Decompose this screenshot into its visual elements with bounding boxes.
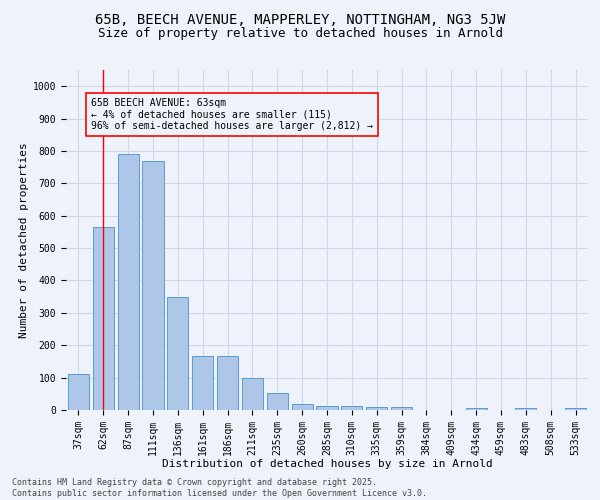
Bar <box>217 356 238 410</box>
Y-axis label: Number of detached properties: Number of detached properties <box>19 142 29 338</box>
Bar <box>242 378 263 410</box>
Bar <box>68 374 89 410</box>
Bar <box>565 408 586 410</box>
Text: Size of property relative to detached houses in Arnold: Size of property relative to detached ho… <box>97 28 503 40</box>
Bar <box>142 160 164 410</box>
Bar <box>93 227 114 410</box>
X-axis label: Distribution of detached houses by size in Arnold: Distribution of detached houses by size … <box>161 459 493 469</box>
Text: Contains HM Land Registry data © Crown copyright and database right 2025.
Contai: Contains HM Land Registry data © Crown c… <box>12 478 427 498</box>
Bar <box>515 408 536 410</box>
Bar <box>118 154 139 410</box>
Text: 65B, BEECH AVENUE, MAPPERLEY, NOTTINGHAM, NG3 5JW: 65B, BEECH AVENUE, MAPPERLEY, NOTTINGHAM… <box>95 12 505 26</box>
Bar <box>366 407 387 410</box>
Text: 65B BEECH AVENUE: 63sqm
← 4% of detached houses are smaller (115)
96% of semi-de: 65B BEECH AVENUE: 63sqm ← 4% of detached… <box>91 98 373 130</box>
Bar <box>167 296 188 410</box>
Bar <box>292 404 313 410</box>
Bar <box>341 406 362 410</box>
Bar <box>267 393 288 410</box>
Bar <box>391 407 412 410</box>
Bar <box>466 408 487 410</box>
Bar <box>192 356 213 410</box>
Bar <box>316 406 338 410</box>
